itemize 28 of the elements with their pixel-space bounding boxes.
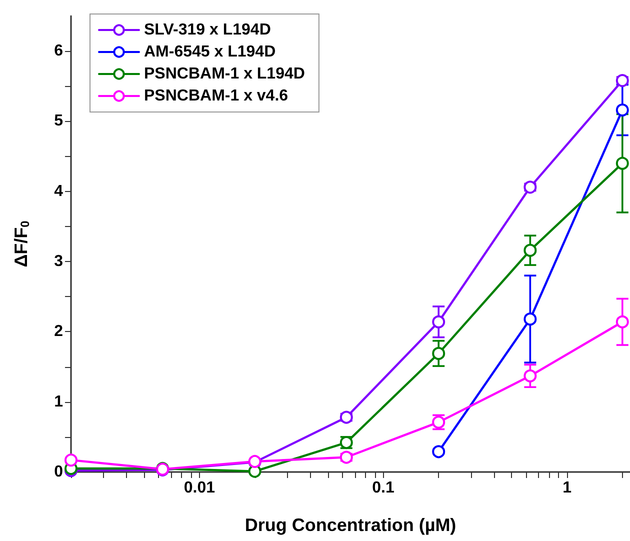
y-tick-label: 0 (54, 464, 64, 480)
legend-label: SLV-319 x L194D (144, 22, 271, 38)
point (432, 445, 446, 458)
point (432, 315, 446, 328)
y-axis-title: ΔF/F0 (11, 220, 32, 268)
legend-label: PSNCBAM-1 x L194D (144, 66, 305, 82)
y-tick-label: 1 (54, 393, 64, 410)
legend-label: AM-6545 x L194D (144, 44, 276, 60)
y-tick-label: 3 (54, 253, 64, 270)
legend-label: PSNCBAM-1 x v4.6 (144, 88, 288, 104)
y-tick-label: 6 (54, 42, 64, 60)
point (64, 454, 78, 467)
x-axis-title: Drug Concentration (µM) (244, 515, 456, 535)
point (340, 450, 353, 464)
point (524, 369, 537, 382)
point (524, 244, 537, 257)
x-tick-label: 0.01 (184, 480, 216, 496)
point (524, 312, 537, 326)
y-tick-label: 4 (54, 182, 64, 200)
y-tick-label: 2 (54, 323, 64, 340)
point (432, 346, 446, 360)
point (616, 104, 629, 117)
x-tick-label: 1 (562, 480, 572, 496)
x-tick-label: 0.1 (372, 480, 394, 496)
point (616, 315, 629, 328)
point (616, 156, 629, 170)
y-tick-label: 5 (54, 112, 64, 130)
point (340, 410, 353, 424)
